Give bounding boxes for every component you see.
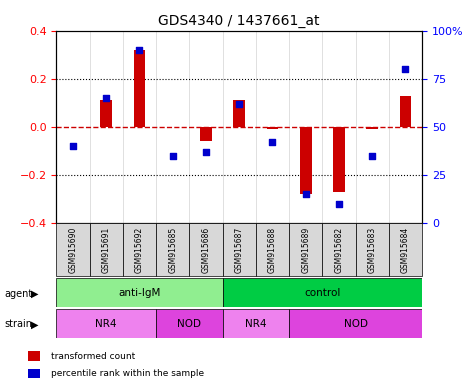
Point: [335, 200, 343, 207]
FancyBboxPatch shape: [356, 223, 389, 276]
FancyBboxPatch shape: [289, 309, 422, 338]
Point: [269, 139, 276, 145]
Text: anti-IgM: anti-IgM: [118, 288, 160, 298]
FancyBboxPatch shape: [90, 223, 123, 276]
Point: [102, 95, 110, 101]
Bar: [300, 127, 311, 194]
Point: [402, 66, 409, 72]
Bar: [200, 127, 212, 141]
Text: GSM915689: GSM915689: [301, 227, 310, 273]
FancyBboxPatch shape: [56, 278, 223, 307]
Text: strain: strain: [5, 319, 33, 329]
Text: NOD: NOD: [177, 318, 201, 329]
Text: GSM915682: GSM915682: [334, 227, 343, 273]
Bar: [266, 127, 278, 129]
Bar: [100, 100, 112, 127]
FancyBboxPatch shape: [123, 223, 156, 276]
Text: percentile rank within the sample: percentile rank within the sample: [51, 369, 204, 378]
Text: GSM915686: GSM915686: [201, 227, 211, 273]
Text: GSM915683: GSM915683: [368, 227, 377, 273]
Bar: [28, 351, 40, 361]
Point: [302, 191, 310, 197]
Text: ▶: ▶: [30, 319, 38, 329]
Text: GSM915690: GSM915690: [68, 227, 77, 273]
Text: transformed count: transformed count: [51, 352, 135, 361]
Bar: [333, 127, 345, 192]
Text: GSM915692: GSM915692: [135, 227, 144, 273]
FancyBboxPatch shape: [256, 223, 289, 276]
FancyBboxPatch shape: [389, 223, 422, 276]
FancyBboxPatch shape: [56, 223, 90, 276]
FancyBboxPatch shape: [156, 309, 223, 338]
FancyBboxPatch shape: [289, 223, 322, 276]
Bar: [134, 50, 145, 127]
Bar: [366, 127, 378, 129]
Text: NR4: NR4: [95, 318, 117, 329]
FancyBboxPatch shape: [223, 309, 289, 338]
Bar: [234, 100, 245, 127]
FancyBboxPatch shape: [56, 309, 156, 338]
Point: [369, 152, 376, 159]
Text: GSM915684: GSM915684: [401, 227, 410, 273]
FancyBboxPatch shape: [223, 278, 422, 307]
Text: ▶: ▶: [30, 289, 38, 299]
Point: [69, 143, 76, 149]
Text: GSM915688: GSM915688: [268, 227, 277, 273]
Title: GDS4340 / 1437661_at: GDS4340 / 1437661_at: [159, 14, 320, 28]
Text: NR4: NR4: [245, 318, 266, 329]
FancyBboxPatch shape: [322, 223, 356, 276]
Text: agent: agent: [5, 289, 33, 299]
Text: GSM915691: GSM915691: [102, 227, 111, 273]
Bar: [400, 96, 411, 127]
Text: NOD: NOD: [344, 318, 368, 329]
FancyBboxPatch shape: [156, 223, 189, 276]
Point: [169, 152, 176, 159]
FancyBboxPatch shape: [223, 223, 256, 276]
Bar: [28, 369, 40, 378]
Point: [202, 149, 210, 155]
FancyBboxPatch shape: [189, 223, 223, 276]
Text: control: control: [304, 288, 340, 298]
Point: [235, 101, 243, 107]
Text: GSM915685: GSM915685: [168, 227, 177, 273]
Text: GSM915687: GSM915687: [234, 227, 244, 273]
Point: [136, 47, 143, 53]
